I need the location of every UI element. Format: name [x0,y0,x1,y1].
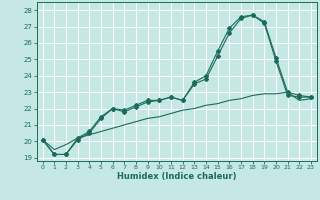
X-axis label: Humidex (Indice chaleur): Humidex (Indice chaleur) [117,172,236,181]
